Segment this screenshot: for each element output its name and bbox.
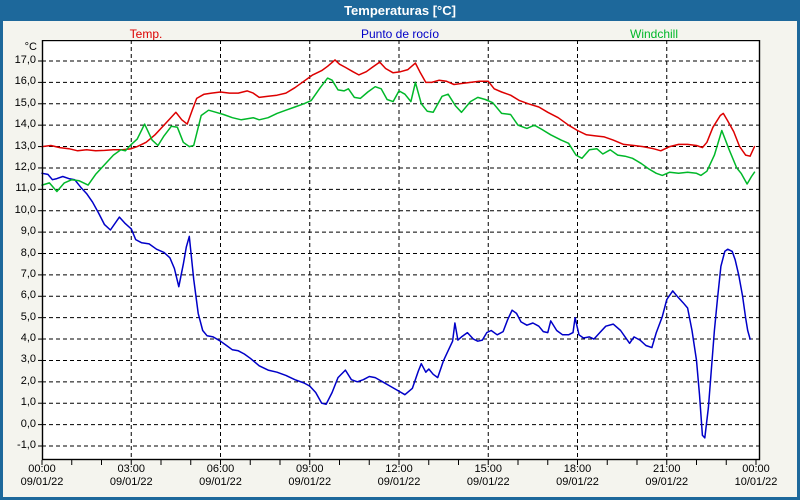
x-tick-date: 09/01/22	[199, 476, 242, 488]
x-tick-time: 15:00	[474, 463, 503, 475]
y-axis-unit-label: °C	[24, 41, 37, 53]
x-tick-time: 09:00	[295, 463, 324, 475]
series-punto-de-roc-o	[41, 172, 751, 439]
x-tick-time: 03:00	[117, 463, 146, 475]
y-tick-label: 15,0	[14, 96, 36, 109]
x-tick-date: 09/01/22	[466, 476, 510, 488]
x-tick-time: 12:00	[385, 463, 413, 475]
y-tick-label: 1,0	[20, 396, 36, 409]
x-tick-label: 03:00 09/01/22	[91, 463, 171, 489]
x-tick-time: 00:00	[742, 463, 770, 475]
temperature-line-chart	[38, 40, 761, 465]
x-tick-label: 00:00 10/01/22	[716, 463, 796, 489]
x-tick-time: 18:00	[563, 463, 592, 475]
y-tick-label: 11,0	[15, 182, 36, 195]
x-tick-date: 09/01/22	[556, 476, 599, 488]
y-tick-label: 6,0	[20, 289, 36, 302]
y-tick-label: 3,0	[20, 353, 36, 366]
y-tick-label: 2,0	[20, 374, 36, 387]
x-tick-time: 00:00	[28, 463, 56, 475]
y-tick-label: 7,0	[20, 267, 36, 280]
y-tick-label: 12,0	[14, 160, 36, 173]
x-tick-label: 12:00 09/01/22	[359, 463, 439, 489]
x-tick-label: 18:00 09/01/22	[538, 463, 618, 489]
y-tick-label: 0,0	[20, 417, 36, 430]
y-tick-label: 10,0	[14, 203, 36, 216]
x-tick-label: 09:00 09/01/22	[270, 463, 350, 489]
series-windchill	[41, 77, 756, 193]
legend-windchill-label: Windchill	[629, 27, 679, 41]
x-tick-time: 21:00	[652, 463, 681, 475]
x-tick-date: 09/01/22	[109, 476, 153, 488]
x-tick-label: 21:00 09/01/22	[627, 463, 707, 489]
y-tick-label: 14,0	[14, 118, 36, 131]
y-tick-label: 13,0	[14, 139, 36, 152]
y-tick-label: -1,0	[17, 439, 36, 451]
x-tick-label: 15:00 09/01/22	[448, 463, 528, 489]
x-tick-label: 06:00 09/01/22	[181, 463, 261, 489]
y-tick-label: 17,0	[14, 54, 36, 66]
plot-border	[41, 40, 761, 461]
x-tick-time: 06:00	[206, 463, 235, 475]
x-tick-label: 00:00 09/01/22	[2, 463, 82, 489]
window-title: Temperaturas [°C]	[0, 0, 800, 21]
y-tick-label: 9,0	[20, 225, 36, 238]
x-tick-date: 10/01/22	[734, 476, 778, 488]
x-tick-date: 09/01/22	[20, 476, 64, 488]
plot-area	[42, 40, 760, 460]
y-tick-label: 5,0	[20, 310, 36, 323]
legend-temp-label: Temp.	[129, 27, 163, 41]
y-tick-label: 16,0	[14, 75, 36, 88]
x-tick-date: 09/01/22	[645, 476, 689, 488]
y-tick-label: 8,0	[20, 246, 36, 259]
series-temp-	[41, 59, 756, 157]
x-tick-date: 09/01/22	[288, 476, 332, 488]
x-tick-date: 09/01/22	[377, 476, 421, 488]
legend-dewpoint-label: Punto de rocío	[360, 27, 440, 41]
y-tick-label: 4,0	[20, 332, 36, 345]
chart-panel: Temp. Punto de rocío Windchill °C 17,0 16…	[3, 21, 797, 497]
